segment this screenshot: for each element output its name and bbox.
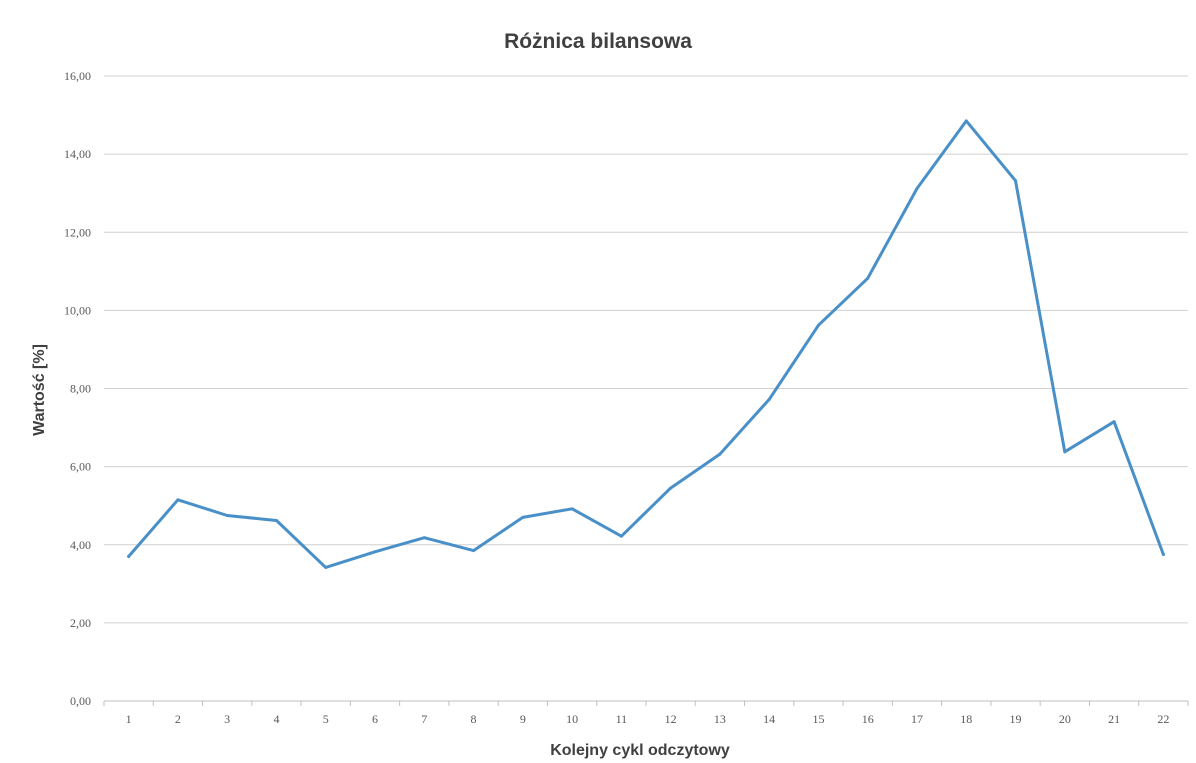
x-tick-label: 21 — [1108, 712, 1120, 726]
data-point — [422, 536, 426, 540]
x-tick-label: 18 — [960, 712, 972, 726]
series-layer — [127, 119, 1165, 569]
y-tick-label: 16,00 — [64, 69, 91, 83]
y-tick-label: 10,00 — [64, 303, 91, 317]
y-tick-label: 0,00 — [70, 694, 91, 708]
x-tick-label: 15 — [812, 712, 824, 726]
x-tick-label: 20 — [1059, 712, 1071, 726]
x-tick-label: 5 — [323, 712, 329, 726]
x-tick-label: 3 — [224, 712, 230, 726]
data-point — [521, 515, 525, 519]
x-tick-label: 1 — [126, 712, 132, 726]
x-tick-labels: 1 2 3 4 5 6 7 8 9 10 11 12 13 14 15 16 17 18 19 20 21 22 — [103, 701, 1189, 726]
data-point — [1112, 420, 1116, 424]
x-tick-label: 8 — [471, 712, 477, 726]
data-point — [225, 513, 229, 517]
data-point — [472, 549, 476, 553]
data-point — [570, 507, 574, 511]
x-tick-label: 6 — [372, 712, 378, 726]
x-tick-label: 13 — [714, 712, 726, 726]
data-point — [1161, 553, 1165, 557]
y-tick-label: 14,00 — [64, 147, 91, 161]
x-tick-label: 4 — [273, 712, 279, 726]
data-point — [619, 534, 623, 538]
data-point — [915, 187, 919, 190]
data-point — [1014, 179, 1018, 183]
y-tick-label: 2,00 — [70, 616, 91, 630]
data-point — [964, 119, 968, 123]
data-point — [767, 397, 771, 401]
x-tick-label: 22 — [1157, 712, 1169, 726]
y-tick-label: 4,00 — [70, 538, 91, 552]
data-point — [866, 276, 870, 280]
data-point — [816, 323, 820, 327]
data-point — [324, 565, 328, 569]
x-tick-label: 16 — [862, 712, 874, 726]
data-point — [1063, 450, 1067, 454]
data-point — [274, 519, 278, 523]
x-tick-label: 19 — [1010, 712, 1022, 726]
data-point — [373, 550, 377, 554]
x-tick-label: 9 — [520, 712, 526, 726]
x-tick-label: 17 — [911, 712, 923, 726]
chart-title: Różnica bilansowa — [504, 30, 692, 53]
data-point — [127, 554, 131, 558]
data-point — [176, 498, 180, 502]
x-tick-label: 10 — [566, 712, 578, 726]
x-tick-label: 2 — [175, 712, 181, 726]
y-tick-label: 12,00 — [64, 225, 91, 239]
x-tick-label: 11 — [616, 712, 628, 726]
y-axis-label: Wartość [%] — [31, 344, 48, 436]
series-line — [127, 119, 1165, 569]
x-tick-label: 14 — [763, 712, 775, 726]
data-point — [718, 452, 722, 456]
x-tick-label: 12 — [665, 712, 677, 726]
x-tick-label: 7 — [421, 712, 427, 726]
y-tick-labels: 0,00 2,00 4,00 6,00 8,00 10,00 12,00 14,00 16,00 — [64, 69, 91, 708]
y-tick-label: 6,00 — [70, 460, 91, 474]
x-axis-label: Kolejny cykl odczytowy — [550, 742, 730, 759]
data-point — [669, 486, 673, 490]
gridlines — [104, 75, 1188, 702]
y-tick-label: 8,00 — [70, 382, 91, 396]
